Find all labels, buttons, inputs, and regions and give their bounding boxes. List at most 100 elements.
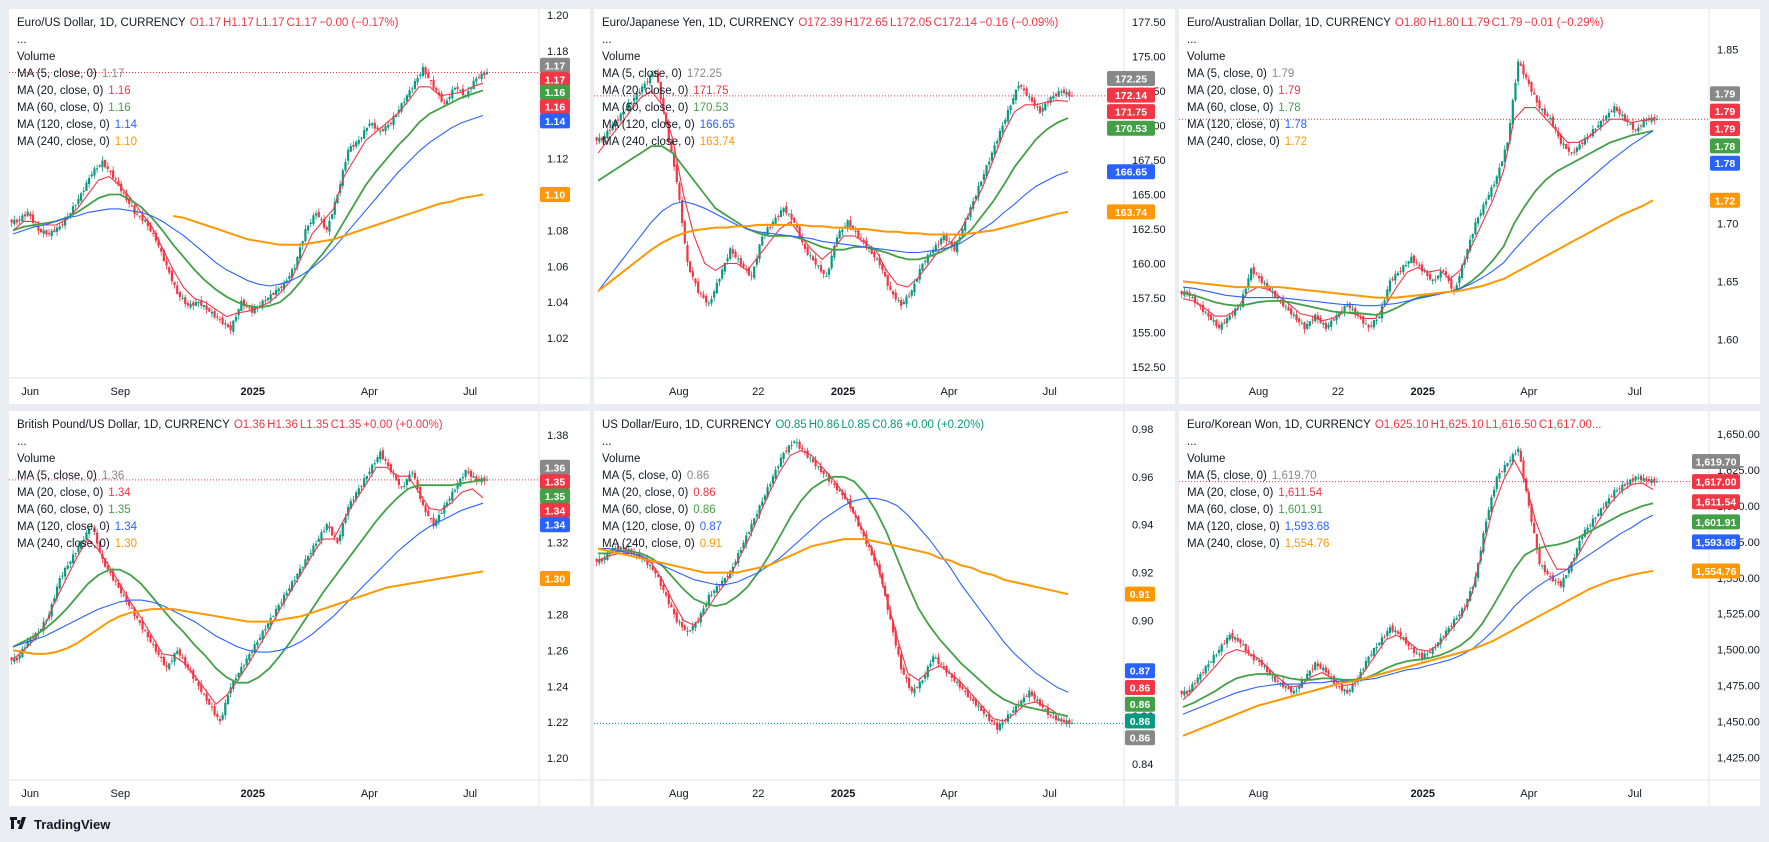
ma-legend-row[interactable]: MA (240, close, 0) 1.72 [1187, 134, 1608, 151]
ma-legend-row[interactable]: MA (240, close, 0) 1.10 [17, 134, 402, 151]
more-options-icon[interactable]: ... [17, 436, 27, 448]
legend-header[interactable]: Euro/Korean Won, 1D, CURRENCY O1,625.10 H1… [1187, 417, 1607, 434]
candle-body [368, 123, 371, 126]
open-value: O1.36 [233, 419, 266, 431]
candle-body [1290, 308, 1293, 315]
ma-legend-row[interactable]: MA (5, close, 0) 1.36 [17, 468, 447, 485]
volume-label[interactable]: Volume [1187, 453, 1226, 465]
ma-legend-row[interactable]: MA (60, close, 0) 1,601.91 [1187, 502, 1607, 519]
ma-legend-row[interactable]: MA (120, close, 0) 1.78 [1187, 117, 1608, 134]
candle-body [461, 477, 465, 479]
ma-legend-row[interactable]: MA (60, close, 0) 1.16 [17, 100, 402, 117]
x-tick-label: Apr [1520, 386, 1537, 398]
chart-panel-usdeur[interactable]: US Dollar/Euro, 1D, CURRENCY O0.85 H0.86 L0… [594, 411, 1175, 806]
price-tag: 1.34 [540, 517, 570, 533]
candle-body [1001, 125, 1004, 133]
ma-legend-row[interactable]: MA (60, close, 0) 1.35 [17, 502, 447, 519]
ma-value: 1.78 [1278, 102, 1301, 114]
price-tag-label: 1.79 [1715, 89, 1736, 101]
ma-value: 1,619.70 [1271, 470, 1317, 482]
price-tag-bg [1692, 474, 1740, 490]
legend-header[interactable]: US Dollar/Euro, 1D, CURRENCY O0.85 H0.86 L0… [602, 417, 988, 434]
ma-legend-row[interactable]: MA (20, close, 0) 1.16 [17, 83, 402, 100]
candle-body [1533, 522, 1536, 534]
price-chart[interactable]: 1.38 1.36 1.34 1.32 1.30 1.28 1.26 1.24 1.22 1.20… [9, 411, 590, 806]
legend-header[interactable]: Euro/US Dollar, 1D, CURRENCY O1.17 H1.17 L1… [17, 15, 402, 32]
legend-header[interactable]: British Pound/US Dollar, 1D, CURRENCY O1.… [17, 417, 447, 434]
price-chart[interactable]: 1.851.801.751.701.651.60Aug222025AprJul1… [1179, 9, 1760, 404]
candle-body [1530, 503, 1533, 522]
candle-body [432, 517, 435, 527]
ma-label: MA (60, close, 0) [1187, 102, 1274, 114]
ma-legend-row[interactable]: MA (20, close, 0) 1.34 [17, 485, 447, 502]
ma-legend-row[interactable]: MA (5, close, 0) 172.25 [602, 66, 1062, 83]
candle-body [953, 675, 956, 682]
ma-legend-row[interactable]: MA (120, close, 0) 1.34 [17, 519, 447, 536]
candle-body [1241, 294, 1245, 308]
ma-legend-row[interactable]: MA (240, close, 0) 163.74 [602, 134, 1062, 151]
chart-panel-eurjpy[interactable]: Euro/Japanese Yen, 1D, CURRENCY O172.39 H1… [594, 9, 1175, 404]
more-options-icon[interactable]: ... [602, 34, 612, 46]
price-chart[interactable]: 177.50175.00172.50170.00167.50165.00162.… [594, 9, 1175, 404]
candle-body [1426, 271, 1429, 277]
candle-body [1231, 313, 1234, 315]
volume-label[interactable]: Volume [602, 453, 641, 465]
chart-panel-euraud[interactable]: Euro/Australian Dollar, 1D, CURRENCY O1.8… [1179, 9, 1760, 404]
ma-legend-row[interactable]: MA (120, close, 0) 166.65 [602, 117, 1062, 134]
candle-body [421, 67, 425, 76]
volume-label[interactable]: Volume [17, 51, 56, 63]
ma-legend-row[interactable]: MA (120, close, 0) 0.87 [602, 519, 988, 536]
ma-legend-row[interactable]: MA (20, close, 0) 1.79 [1187, 83, 1608, 100]
ma-value: 1.79 [1278, 85, 1301, 97]
candle-body [1351, 308, 1354, 310]
candle-body [878, 564, 881, 575]
candle-body [138, 619, 141, 623]
ma-legend-row[interactable]: MA (240, close, 0) 1,554.76 [1187, 536, 1607, 553]
ma-legend-row[interactable]: MA (60, close, 0) 170.53 [602, 100, 1062, 117]
x-tick-label: 2025 [1411, 788, 1435, 800]
candle-body [459, 89, 462, 91]
legend-header[interactable]: Euro/Japanese Yen, 1D, CURRENCY O172.39 H1… [602, 15, 1062, 32]
candle-body [363, 478, 366, 487]
chart-panel-eurkrw[interactable]: Euro/Korean Won, 1D, CURRENCY O1,625.10 H1… [1179, 411, 1760, 806]
candle-body [1391, 278, 1394, 281]
more-options-icon[interactable]: ... [17, 34, 27, 46]
candle-body [686, 245, 689, 262]
volume-label[interactable]: Volume [602, 51, 641, 63]
price-chart[interactable]: 1.20 1.18 1.16 1.14 1.12 1.10 1.08 1.06 1.04 1.02… [9, 9, 590, 404]
ma-legend-row[interactable]: MA (20, close, 0) 0.86 [602, 485, 988, 502]
ma-legend-row[interactable]: MA (60, close, 0) 1.78 [1187, 100, 1608, 117]
ma-legend-row[interactable]: MA (120, close, 0) 1,593.68 [1187, 519, 1607, 536]
price-chart[interactable]: 0.980.960.940.920.900.880.860.84Aug22202… [594, 411, 1175, 806]
candle-body [1626, 482, 1629, 485]
more-options-icon[interactable]: ... [602, 436, 612, 448]
candle-body [1468, 239, 1472, 252]
candle-body [224, 702, 227, 716]
ma-legend-row[interactable]: MA (5, close, 0) 1.17 [17, 66, 402, 83]
price-tag: 1,617.00 [1692, 474, 1740, 490]
candle-body [710, 299, 713, 304]
candle-body [1338, 686, 1341, 688]
ma-legend-row[interactable]: MA (5, close, 0) 1.79 [1187, 66, 1608, 83]
volume-label[interactable]: Volume [1187, 51, 1226, 63]
ma-legend-row[interactable]: MA (20, close, 0) 171.75 [602, 83, 1062, 100]
legend-header[interactable]: Euro/Australian Dollar, 1D, CURRENCY O1.8… [1187, 15, 1608, 32]
chart-panel-eurusd[interactable]: Euro/US Dollar, 1D, CURRENCY O1.17 H1.17 L1… [9, 9, 590, 404]
ma-legend-row[interactable]: MA (120, close, 0) 1.14 [17, 117, 402, 134]
ma-legend-row[interactable]: MA (60, close, 0) 0.86 [602, 502, 988, 519]
ma-legend-row[interactable]: MA (20, close, 0) 1,611.54 [1187, 485, 1607, 502]
ma-legend-row[interactable]: MA (5, close, 0) 0.86 [602, 468, 988, 485]
ma-legend-row[interactable]: MA (5, close, 0) 1,619.70 [1187, 468, 1607, 485]
more-options-icon[interactable]: ... [1187, 34, 1197, 46]
ma-legend-row[interactable]: MA (240, close, 0) 1.30 [17, 536, 447, 553]
candle-body [916, 279, 919, 282]
price-chart[interactable]: 1,650.001,625.001,600.001,575.001,550.00… [1179, 411, 1760, 806]
ma-label: MA (20, close, 0) [602, 85, 689, 97]
ma-line [597, 210, 1069, 292]
more-options-icon[interactable]: ... [1187, 436, 1197, 448]
chart-panel-gbpusd[interactable]: British Pound/US Dollar, 1D, CURRENCY O1.… [9, 411, 590, 806]
volume-label[interactable]: Volume [17, 453, 56, 465]
candle-body [1041, 704, 1044, 708]
ma-legend-row[interactable]: MA (240, close, 0) 0.91 [602, 536, 988, 553]
candle-body [891, 620, 895, 633]
